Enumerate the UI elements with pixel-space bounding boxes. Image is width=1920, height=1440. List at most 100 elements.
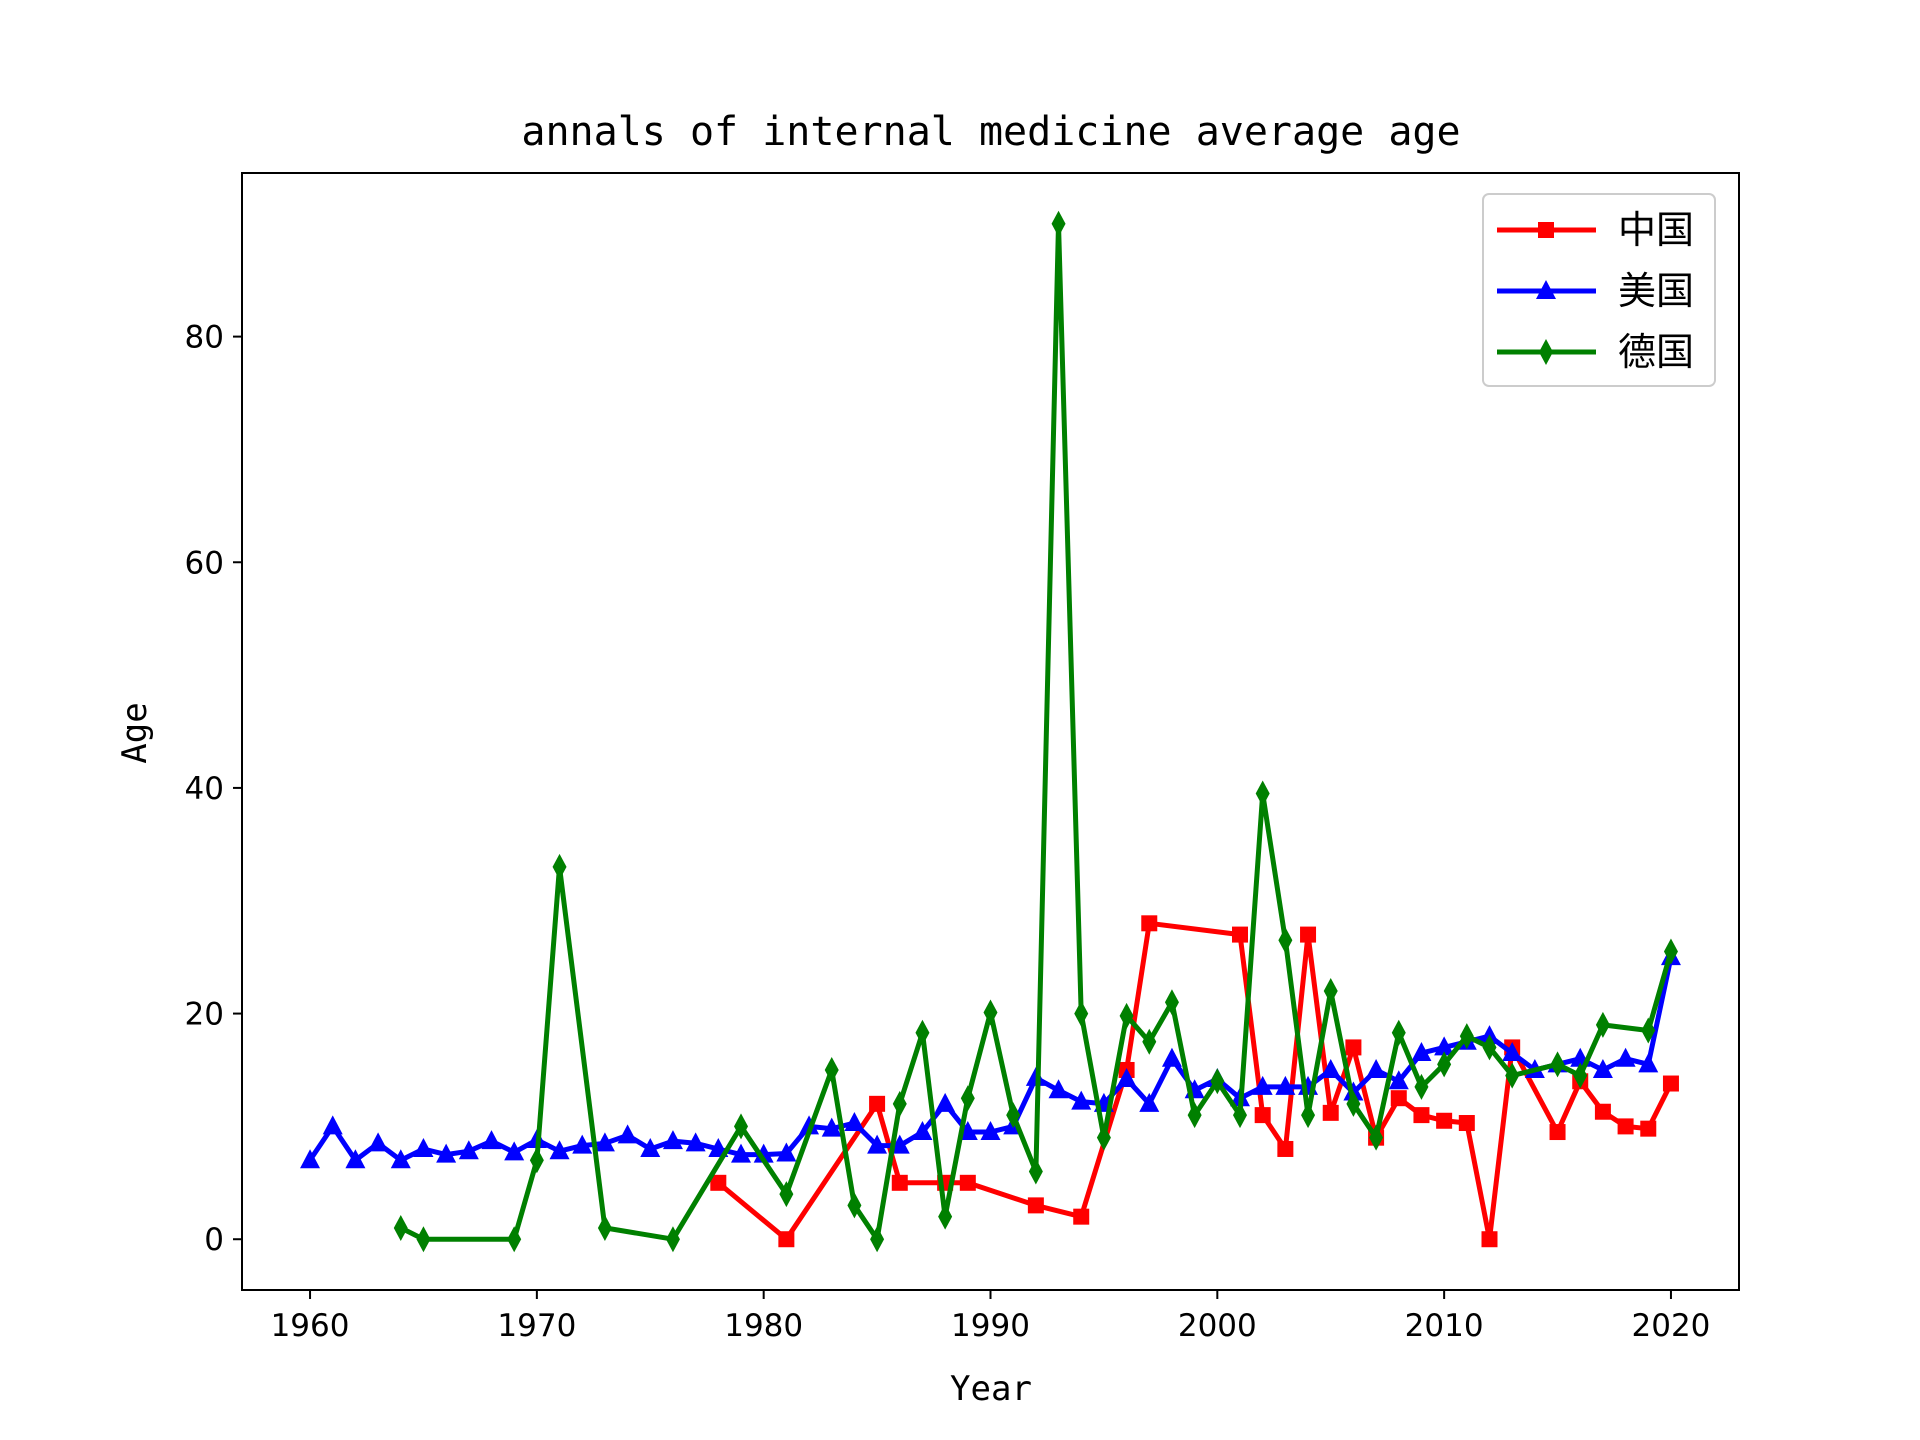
x-axis-label: Year	[950, 1369, 1032, 1409]
x-tick-label: 1980	[724, 1308, 803, 1344]
data-point	[1641, 1017, 1656, 1044]
data-point	[1390, 1090, 1407, 1107]
data-point	[959, 1174, 976, 1191]
y-tick-label: 60	[185, 545, 224, 581]
legend-item: 德国	[1497, 330, 1694, 374]
data-point	[867, 1134, 888, 1154]
data-point	[1459, 1023, 1474, 1050]
data-point	[1119, 1002, 1134, 1029]
data-point	[1482, 1034, 1497, 1061]
series-3	[393, 210, 1678, 1253]
data-point	[549, 1140, 570, 1160]
data-point	[1074, 1000, 1089, 1027]
data-point	[393, 1214, 408, 1241]
data-point	[1320, 1058, 1341, 1078]
data-point	[1027, 1197, 1044, 1214]
data-point	[779, 1181, 794, 1208]
legend-item: 美国	[1497, 269, 1694, 313]
data-point	[1006, 1102, 1021, 1129]
data-point	[1210, 1068, 1225, 1095]
data-point	[1254, 1107, 1271, 1124]
data-point	[507, 1226, 522, 1253]
data-point	[776, 1142, 797, 1162]
data-point	[847, 1192, 862, 1219]
data-point	[734, 1113, 748, 1140]
data-point	[1300, 926, 1317, 943]
data-point	[1481, 1231, 1498, 1248]
plot-area	[300, 210, 1681, 1253]
data-point	[1252, 1075, 1273, 1095]
y-tick-label: 40	[185, 771, 224, 807]
data-point	[458, 1140, 479, 1160]
data-point	[685, 1132, 706, 1152]
x-tick-label: 2000	[1178, 1308, 1257, 1344]
legend-label: 德国	[1618, 330, 1694, 374]
data-point	[436, 1143, 457, 1163]
data-point	[1550, 1051, 1565, 1078]
data-point	[824, 1056, 839, 1083]
x-tick-label: 2020	[1632, 1308, 1711, 1344]
data-point	[1458, 1115, 1475, 1132]
data-point	[1434, 1036, 1455, 1056]
data-point	[1139, 1092, 1160, 1112]
data-point	[1345, 1039, 1362, 1056]
data-point	[665, 1226, 680, 1253]
data-point	[1278, 927, 1293, 954]
data-point	[1275, 1075, 1296, 1095]
data-point	[821, 1117, 842, 1137]
data-point	[1615, 1047, 1636, 1067]
legend-marker	[1539, 339, 1553, 365]
data-point	[892, 1090, 907, 1117]
data-point	[1595, 1011, 1610, 1038]
data-point	[1116, 1068, 1137, 1088]
data-point	[1638, 1053, 1659, 1073]
x-axis: 1960 1970 1980 1990 2000 2010 2020	[271, 1290, 1711, 1344]
data-point	[552, 853, 567, 880]
y-tick-label: 20	[185, 997, 224, 1033]
data-point	[1301, 1102, 1316, 1129]
data-point	[983, 999, 998, 1026]
data-point	[1505, 1062, 1520, 1089]
data-point	[1187, 1102, 1202, 1129]
series-line	[397, 221, 1675, 1242]
data-point	[1346, 1090, 1361, 1117]
data-point	[870, 1226, 885, 1253]
data-point	[1255, 780, 1270, 807]
legend-label: 中国	[1618, 208, 1694, 252]
data-point	[594, 1132, 615, 1152]
data-point	[1388, 1070, 1409, 1090]
data-point	[322, 1115, 343, 1135]
data-point	[368, 1132, 389, 1152]
data-point	[915, 1019, 930, 1046]
data-point	[1051, 210, 1066, 237]
chart-title: annals of internal medicine average age	[521, 109, 1460, 155]
data-point	[1549, 1124, 1566, 1141]
data-point	[1662, 1075, 1679, 1092]
data-point	[731, 1143, 751, 1163]
data-point	[1073, 1208, 1090, 1225]
data-point	[1413, 1107, 1430, 1124]
data-point	[597, 1214, 612, 1241]
y-axis: 0 20 40 60 80	[185, 320, 242, 1258]
data-point	[529, 1147, 544, 1174]
y-tick-label: 80	[185, 320, 224, 356]
legend-box	[1482, 193, 1716, 387]
legend-marker	[1538, 222, 1554, 238]
data-point	[481, 1130, 502, 1150]
data-point	[1663, 938, 1678, 965]
data-point	[390, 1149, 411, 1169]
data-point	[1594, 1103, 1611, 1120]
legend-label: 美国	[1618, 269, 1694, 313]
data-point	[1096, 1124, 1111, 1151]
data-point	[416, 1226, 431, 1253]
data-point	[662, 1130, 683, 1150]
data-point	[1232, 926, 1248, 943]
x-tick-label: 1990	[951, 1308, 1030, 1344]
data-point	[1436, 1112, 1453, 1129]
data-point	[1164, 989, 1179, 1016]
x-tick-label: 1960	[271, 1308, 350, 1344]
x-tick-label: 1970	[497, 1308, 576, 1344]
y-tick-label: 0	[204, 1222, 224, 1258]
legend-item: 中国	[1497, 208, 1694, 252]
